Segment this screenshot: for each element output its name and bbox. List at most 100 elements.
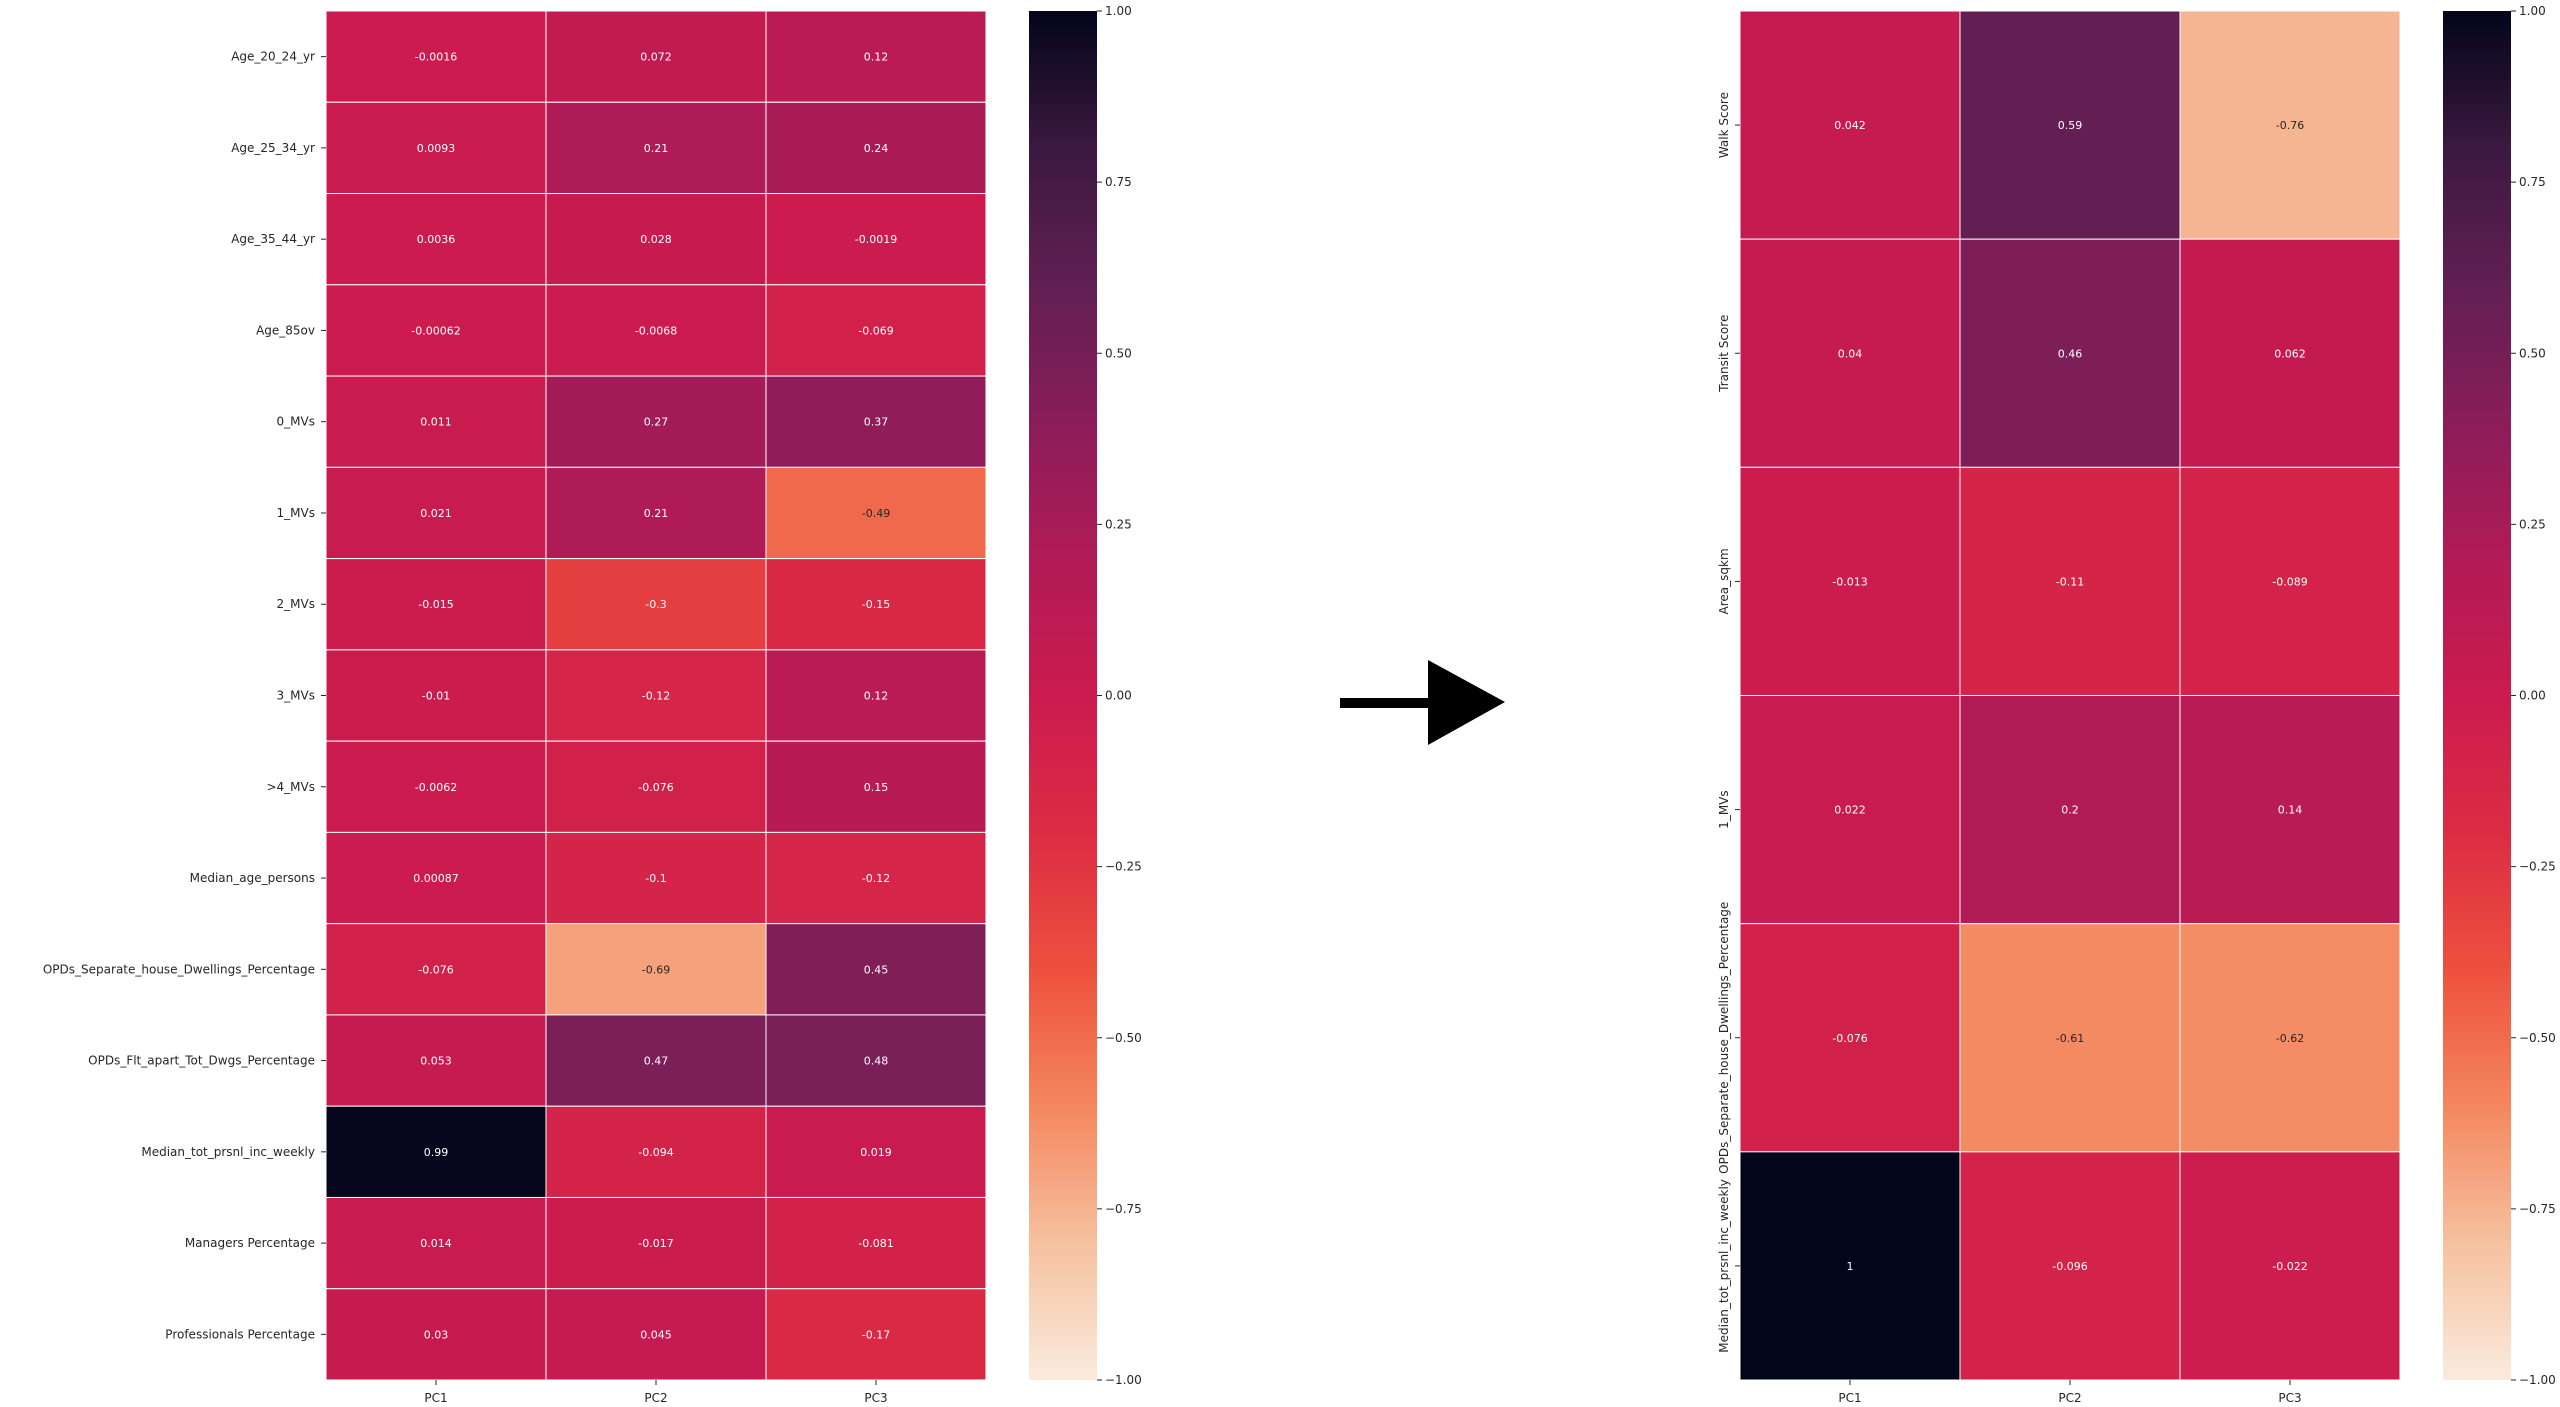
cell-value-label: -0.49 bbox=[862, 507, 890, 520]
cell-value-label: 0.45 bbox=[864, 963, 889, 976]
colorbar-tick-label: 0.50 bbox=[2519, 346, 2546, 360]
cell-value-label: -0.69 bbox=[642, 963, 670, 976]
colorbar-tick-label: 0.00 bbox=[2519, 689, 2546, 703]
row-label: Median_age_persons bbox=[190, 871, 315, 885]
heatmap-cell bbox=[2179, 10, 2401, 240]
cell-value-label: 0.21 bbox=[644, 507, 669, 520]
cell-value-label: 0.028 bbox=[640, 233, 672, 246]
heatmap-cell bbox=[325, 1196, 547, 1290]
row-label: 0_MVs bbox=[277, 415, 315, 429]
colorbar-tick-label: 0.00 bbox=[1105, 689, 1132, 703]
heatmap-cell bbox=[325, 101, 547, 195]
heatmap-cell bbox=[545, 375, 767, 468]
heatmap-cell bbox=[545, 466, 767, 560]
heatmap-cell bbox=[325, 923, 547, 1016]
row-label: >4_MVs bbox=[266, 780, 315, 794]
heatmap-cell bbox=[765, 10, 987, 103]
row-label: Managers Percentage bbox=[185, 1236, 315, 1250]
colorbar-tick-label: 0.75 bbox=[2519, 175, 2546, 189]
row-label: Transit Score bbox=[1717, 315, 1731, 393]
cell-value-label: 0.045 bbox=[640, 1328, 672, 1341]
heatmap-cell bbox=[545, 558, 767, 651]
row-label: Area_sqkm bbox=[1717, 548, 1731, 614]
cell-value-label: -0.015 bbox=[418, 598, 453, 611]
column-label: PC1 bbox=[424, 1391, 447, 1405]
cell-value-label: 0.022 bbox=[1834, 804, 1866, 817]
heatmap-cell bbox=[545, 649, 767, 742]
cell-value-label: 0.04 bbox=[1838, 347, 1863, 360]
heatmap-cell bbox=[765, 558, 987, 651]
cell-value-label: -0.0068 bbox=[635, 324, 677, 337]
cell-value-label: -0.0016 bbox=[415, 51, 457, 64]
column-label: PC3 bbox=[2278, 1391, 2301, 1405]
row-label: Professionals Percentage bbox=[165, 1327, 315, 1341]
cell-value-label: -0.01 bbox=[422, 690, 450, 703]
heatmap-cell bbox=[1959, 10, 2181, 240]
heatmap-cell bbox=[765, 831, 987, 925]
colorbar-gradient bbox=[2443, 11, 2511, 1380]
heatmap-cell bbox=[765, 1014, 987, 1107]
row-label: 1_MVs bbox=[1717, 790, 1731, 828]
row-label: Age_25_34_yr bbox=[231, 141, 315, 155]
cell-value-label: -0.069 bbox=[858, 324, 893, 337]
row-label: Age_20_24_yr bbox=[231, 50, 315, 64]
cell-value-label: -0.61 bbox=[2056, 1032, 2084, 1045]
heatmap-cell bbox=[1739, 923, 1961, 1153]
heatmap-cell bbox=[325, 649, 547, 742]
heatmap-cell bbox=[325, 558, 547, 651]
row-label: 1_MVs bbox=[277, 506, 315, 520]
cell-value-label: 0.0036 bbox=[417, 233, 456, 246]
cell-value-label: -0.013 bbox=[1832, 575, 1867, 588]
cell-value-label: 0.48 bbox=[864, 1055, 889, 1068]
heatmap-cell bbox=[2179, 466, 2401, 697]
colorbar-tick-label: 0.75 bbox=[1105, 175, 1132, 189]
heatmap-cell bbox=[325, 740, 547, 833]
cell-value-label: -0.022 bbox=[2272, 1260, 2307, 1273]
right-colorbar: 1.00 0.75 0.50 0.25 0.00 −0.25 −0.50 −0.75 −1.00 bbox=[2443, 4, 2556, 1387]
heatmap-cell bbox=[325, 375, 547, 468]
heatmap-cell bbox=[545, 831, 767, 925]
heatmap-cell bbox=[765, 649, 987, 742]
colorbar-tick-label: −1.00 bbox=[2519, 1373, 2556, 1387]
cell-value-label: 0.03 bbox=[424, 1328, 449, 1341]
column-label: PC2 bbox=[644, 1391, 667, 1405]
cell-value-label: 0.27 bbox=[644, 416, 669, 429]
colorbar-tick-label: −0.75 bbox=[1105, 1202, 1142, 1216]
colorbar-gradient bbox=[1029, 11, 1097, 1380]
cell-value-label: -0.11 bbox=[2056, 575, 2084, 588]
heatmap-cell bbox=[325, 10, 547, 103]
colorbar-tick-label: 0.25 bbox=[2519, 517, 2546, 531]
cell-value-label: 0.042 bbox=[1834, 119, 1866, 132]
heatmap-cell bbox=[765, 1105, 987, 1198]
cell-value-label: 0.072 bbox=[640, 51, 672, 64]
heatmap-cell bbox=[765, 101, 987, 195]
cell-value-label: 0.46 bbox=[2058, 347, 2083, 360]
heatmap-cell bbox=[325, 1288, 547, 1381]
row-label: OPDs_Separate_house_Dwellings_Percentage bbox=[43, 962, 315, 976]
cell-value-label: -0.096 bbox=[2052, 1260, 2087, 1273]
colorbar-tick-label: −0.25 bbox=[2519, 860, 2556, 874]
heatmap-cell bbox=[765, 923, 987, 1016]
cell-value-label: 0.00087 bbox=[413, 872, 459, 885]
cell-value-label: -0.15 bbox=[862, 598, 890, 611]
cell-value-label: -0.081 bbox=[858, 1237, 893, 1250]
heatmap-cell bbox=[765, 284, 987, 377]
cell-value-label: 0.12 bbox=[864, 690, 889, 703]
cell-value-label: -0.094 bbox=[638, 1146, 673, 1159]
heatmap-cell bbox=[545, 10, 767, 103]
cell-value-label: -0.00062 bbox=[411, 324, 460, 337]
heatmap-cell bbox=[765, 466, 987, 560]
row-label: 2_MVs bbox=[277, 597, 315, 611]
row-label: OPDs_Separate_house_Dwellings_Percentage bbox=[1717, 902, 1731, 1174]
heatmap-cell bbox=[765, 375, 987, 468]
cell-value-label: 0.14 bbox=[2278, 804, 2303, 817]
colorbar-tick-label: 1.00 bbox=[2519, 4, 2546, 18]
cell-value-label: 0.019 bbox=[860, 1146, 892, 1159]
heatmap-cell bbox=[1959, 695, 2181, 925]
heatmap-cell bbox=[1739, 238, 1961, 468]
cell-value-label: 0.014 bbox=[420, 1237, 452, 1250]
cell-value-label: -0.076 bbox=[418, 963, 453, 976]
cell-value-label: 0.2 bbox=[2061, 804, 2079, 817]
heatmap-cell bbox=[1739, 695, 1961, 925]
cell-value-label: -0.1 bbox=[645, 872, 666, 885]
